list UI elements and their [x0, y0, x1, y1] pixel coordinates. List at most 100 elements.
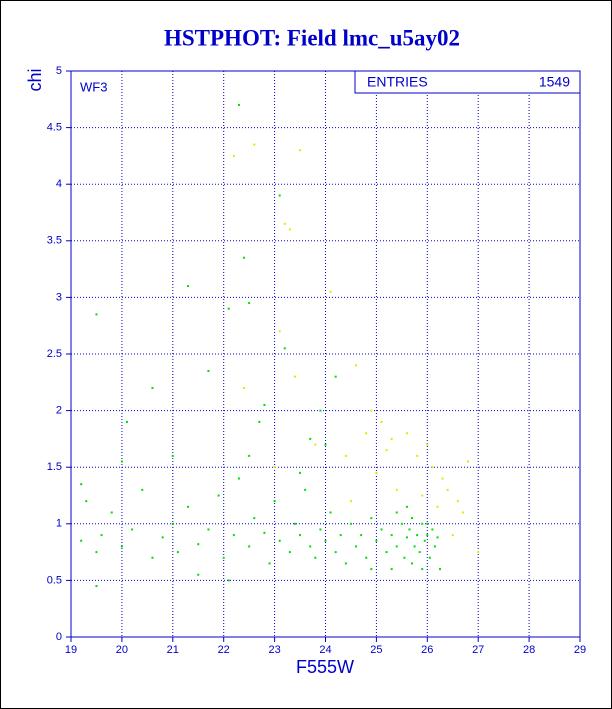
point [421, 494, 424, 497]
point [176, 551, 179, 554]
point [243, 256, 246, 259]
point [268, 562, 271, 565]
point [395, 545, 398, 548]
point [288, 228, 291, 231]
point [405, 432, 408, 435]
point [304, 488, 307, 491]
point [253, 143, 256, 146]
y-tick-label: 0 [56, 631, 62, 643]
point [441, 477, 444, 480]
x-tick-label: 26 [421, 644, 433, 656]
point [80, 483, 83, 486]
point [171, 522, 174, 525]
y-tick-label: 4 [56, 178, 62, 190]
point [360, 534, 363, 537]
point [416, 534, 419, 537]
point [227, 307, 230, 310]
point [151, 386, 154, 389]
point [273, 500, 276, 503]
x-tick-label: 22 [218, 644, 230, 656]
y-tick-label: 2 [56, 405, 62, 417]
point [197, 543, 200, 546]
point [380, 420, 383, 423]
point [421, 522, 424, 525]
point [349, 500, 352, 503]
point [278, 194, 281, 197]
point [456, 500, 459, 503]
point [95, 313, 98, 316]
point [273, 466, 276, 469]
point [421, 568, 424, 571]
point [349, 522, 352, 525]
point [385, 449, 388, 452]
point [319, 409, 322, 412]
point [423, 539, 426, 542]
point [390, 568, 393, 571]
point [197, 573, 200, 576]
x-tick-label: 19 [65, 644, 77, 656]
stats-value: 1549 [539, 74, 570, 90]
point [299, 534, 302, 537]
point [187, 505, 190, 508]
point [314, 443, 317, 446]
y-tick-label: 1 [56, 518, 62, 530]
point [217, 494, 220, 497]
point [385, 551, 388, 554]
point [370, 517, 373, 520]
point [365, 432, 368, 435]
point [439, 568, 442, 571]
point [339, 534, 342, 537]
point [299, 471, 302, 474]
point [405, 505, 408, 508]
point [426, 534, 429, 537]
point [370, 568, 373, 571]
point [477, 551, 480, 554]
point [431, 528, 434, 531]
point [187, 285, 190, 288]
point [436, 505, 439, 508]
point [278, 330, 281, 333]
point [436, 536, 439, 539]
point [207, 528, 210, 531]
point [258, 420, 261, 423]
point [451, 534, 454, 537]
point [309, 545, 312, 548]
point [370, 409, 373, 412]
point [151, 556, 154, 559]
point [95, 551, 98, 554]
plot-frame [70, 70, 581, 638]
stats-label: ENTRIES [367, 74, 428, 90]
point [314, 556, 317, 559]
point [411, 562, 414, 565]
point [161, 536, 164, 539]
y-tick-label: 3.5 [47, 235, 62, 247]
point [125, 420, 128, 423]
point [293, 375, 296, 378]
point [428, 556, 431, 559]
point [253, 517, 256, 520]
point [403, 556, 406, 559]
y-tick-label: 2.5 [47, 348, 62, 360]
chart-title: HSTPHOT: Field lmc_u5ay02 [164, 25, 460, 50]
point [263, 531, 266, 534]
point [80, 539, 83, 542]
point [334, 375, 337, 378]
y-tick-label: 4.5 [47, 122, 62, 134]
x-tick-label: 24 [319, 644, 331, 656]
point [120, 545, 123, 548]
x-tick-label: 27 [472, 644, 484, 656]
point [237, 477, 240, 480]
point [408, 528, 411, 531]
point [227, 579, 230, 582]
point [355, 364, 358, 367]
x-tick-label: 25 [370, 644, 382, 656]
x-tick-label: 20 [116, 644, 128, 656]
stats-box [354, 70, 581, 94]
point [413, 545, 416, 548]
point [431, 466, 434, 469]
point [263, 403, 266, 406]
panel-label: WF3 [80, 79, 107, 94]
point [207, 369, 210, 372]
y-axis-label: chi [25, 68, 45, 91]
